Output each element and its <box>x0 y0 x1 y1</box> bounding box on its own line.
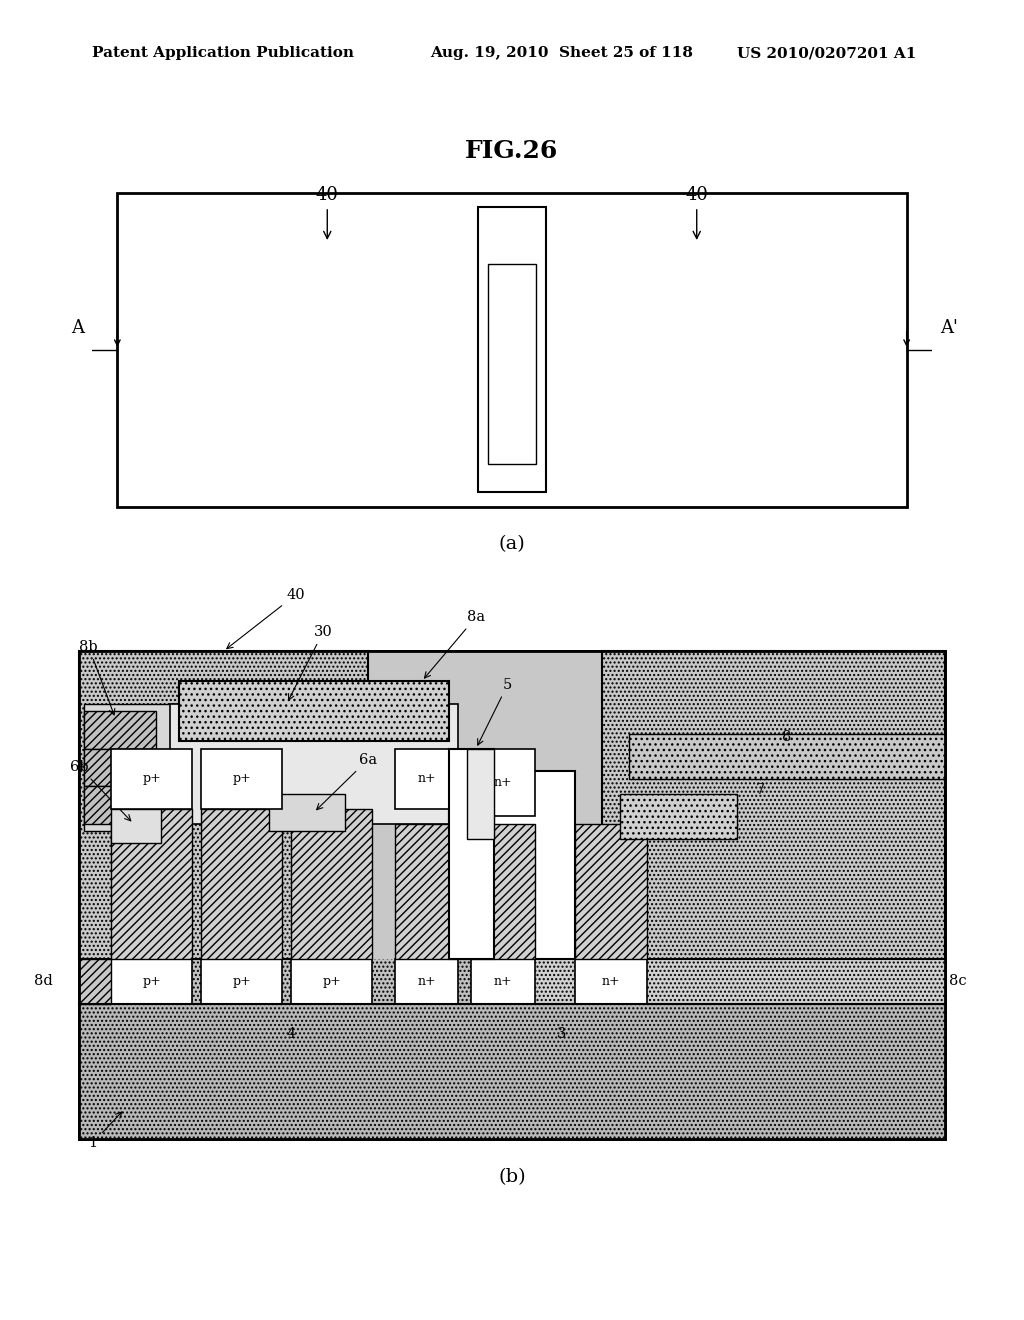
Bar <box>395 824 458 958</box>
Text: 5: 5 <box>478 677 512 744</box>
Bar <box>395 748 458 809</box>
Bar <box>621 793 737 838</box>
Bar <box>449 748 494 958</box>
Bar <box>80 651 944 1139</box>
Text: n+: n+ <box>417 975 435 987</box>
Text: 3: 3 <box>557 1027 566 1040</box>
Bar <box>170 704 458 824</box>
Text: 8: 8 <box>782 730 792 744</box>
Bar <box>111 958 193 1005</box>
Bar <box>395 958 458 1005</box>
Bar <box>488 264 536 463</box>
Bar <box>80 651 944 1139</box>
Text: 8a: 8a <box>425 610 485 678</box>
Text: (a): (a) <box>499 535 525 553</box>
Text: p+: p+ <box>232 975 251 987</box>
Bar <box>471 748 535 816</box>
Text: p+: p+ <box>232 772 251 785</box>
Bar <box>118 193 906 507</box>
Bar <box>80 958 485 1005</box>
Bar <box>471 824 535 958</box>
Text: p+: p+ <box>142 975 161 987</box>
Bar <box>201 958 283 1005</box>
Bar <box>467 748 494 838</box>
Bar <box>602 651 944 958</box>
Text: 40: 40 <box>315 186 339 239</box>
Text: 8b: 8b <box>80 640 115 715</box>
Text: Patent Application Publication: Patent Application Publication <box>92 46 354 61</box>
Bar <box>84 711 156 748</box>
Bar <box>80 651 368 958</box>
Bar <box>449 771 575 958</box>
Bar <box>291 809 373 958</box>
Bar <box>478 207 546 492</box>
Bar <box>80 1005 944 1139</box>
Text: (b): (b) <box>499 1168 525 1187</box>
Bar <box>201 809 283 958</box>
Text: FIG.26: FIG.26 <box>465 139 559 162</box>
Bar <box>575 958 647 1005</box>
Bar <box>84 748 133 787</box>
Bar <box>471 958 535 1005</box>
Text: A: A <box>71 319 84 338</box>
Text: 6a: 6a <box>316 752 377 809</box>
Bar <box>291 958 373 1005</box>
Text: n+: n+ <box>494 975 512 987</box>
Text: 40: 40 <box>226 587 305 648</box>
Text: 8c: 8c <box>949 974 967 989</box>
Text: 8d: 8d <box>34 974 52 989</box>
Bar <box>575 824 647 958</box>
Bar <box>80 958 944 1005</box>
Text: n+: n+ <box>417 772 435 785</box>
Bar <box>178 681 449 742</box>
Text: US 2010/0207201 A1: US 2010/0207201 A1 <box>737 46 916 61</box>
Text: 40: 40 <box>685 186 709 239</box>
Text: p+: p+ <box>323 975 341 987</box>
Text: 30: 30 <box>289 626 333 700</box>
Text: n+: n+ <box>602 975 621 987</box>
Bar <box>80 958 111 1005</box>
Bar <box>201 748 283 809</box>
Text: Aug. 19, 2010  Sheet 25 of 118: Aug. 19, 2010 Sheet 25 of 118 <box>430 46 693 61</box>
Bar <box>111 748 193 809</box>
Bar <box>629 734 944 779</box>
Text: A': A' <box>940 319 958 338</box>
Bar <box>84 787 116 824</box>
Bar <box>111 809 161 842</box>
Text: p+: p+ <box>142 772 161 785</box>
Text: 7: 7 <box>756 783 765 797</box>
Text: n+: n+ <box>494 776 512 789</box>
Bar <box>268 793 345 832</box>
Text: 4: 4 <box>287 1027 296 1040</box>
Text: 6b: 6b <box>71 760 131 821</box>
Bar <box>111 809 193 958</box>
Bar <box>84 704 183 832</box>
Text: 1: 1 <box>88 1111 122 1150</box>
Bar <box>80 651 944 958</box>
